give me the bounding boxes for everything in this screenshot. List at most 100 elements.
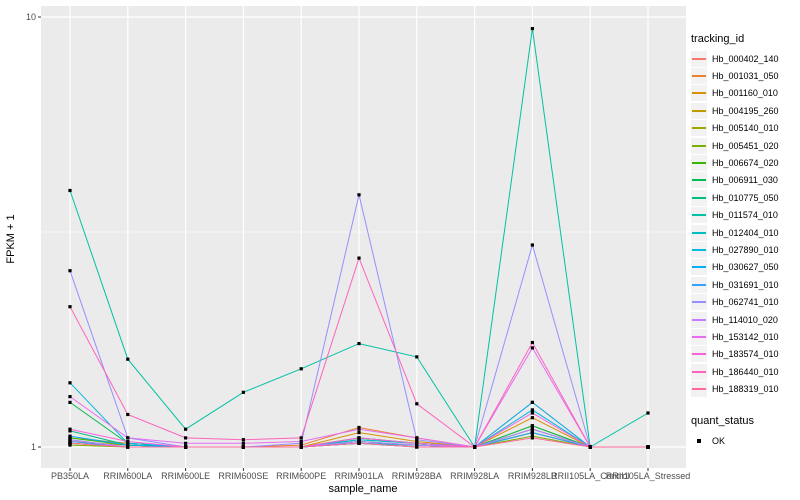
x-tick-label-RRIM600SE: RRIM600SE [218,471,269,481]
data-point [68,441,72,445]
legend-key-color-line [692,370,706,373]
legend-key-color-line [692,127,706,130]
legend-item-label: Hb_027890_010 [712,244,779,255]
legend-key-line-icon [691,155,707,172]
data-point [299,436,303,440]
x-tick-label-RRIM600LE: RRIM600LE [161,471,211,481]
legend-item-Hb_005140_010: Hb_005140_010 [691,120,799,137]
legend-key-line-icon [691,346,707,363]
legend-key-line-icon [691,50,707,67]
data-point [68,400,72,404]
legend-item-quant-OK: OK [691,432,799,449]
series-points [68,27,650,449]
data-point [68,305,72,309]
data-point [357,438,361,442]
legend-key-line-icon [691,276,707,293]
legend-item-Hb_010775_050: Hb_010775_050 [691,189,799,206]
data-point [126,445,130,449]
data-point [530,400,534,404]
data-point [415,439,419,444]
x-tick-label-RRII105LA_Control: RRII105LA_Control [551,471,630,481]
data-point [126,441,130,445]
legend-key-color-line [692,144,706,147]
legend-key-line-icon [691,137,707,154]
legend-item-label: Hb_001160_010 [712,88,778,99]
legend-item-label: Hb_030627_050 [712,262,779,273]
legend-item-Hb_030627_050: Hb_030627_050 [691,259,799,276]
legend-item-Hb_031691_010: Hb_031691_010 [691,276,799,293]
legend-key-line-icon [691,102,707,119]
legend-item-Hb_004195_260: Hb_004195_260 [691,102,799,119]
legend-item-label: Hb_114010_020 [712,314,778,325]
gridlines [41,6,686,468]
legend-key-point-icon [691,433,707,449]
y-tick-label-1: 1 [30,442,36,452]
data-point [299,439,303,444]
data-point [357,193,361,197]
legend-key-line-icon [691,172,707,189]
data-point [299,445,303,449]
data-point [299,443,303,447]
data-point [530,408,534,412]
legend-key-color-line [692,266,706,269]
legend-item-Hb_062741_010: Hb_062741_010 [691,293,799,311]
legend-item-label: Hb_062741_010 [712,297,779,308]
data-point [530,340,534,345]
legend-item-label: Hb_011574_010 [712,210,778,221]
legend-key-line-icon [691,189,707,206]
data-point [415,402,419,406]
data-point [68,438,72,442]
data-point [530,27,534,31]
legend-item-Hb_153142_010: Hb_153142_010 [691,328,799,345]
data-point [184,441,188,445]
legend-item-label: Hb_183574_010 [712,349,779,360]
legend-key-line-icon [691,328,707,345]
y-tick-label-10: 10 [25,12,36,22]
x-tick-label-PB350LA: PB350LA [50,471,90,481]
x-tick-label-RRIM928LB: RRIM928LB [507,471,557,481]
legend-quant-entries: OK [691,432,799,449]
data-point [241,441,245,445]
data-point [415,445,419,449]
legend-key-line-icon [691,224,707,241]
data-point [68,188,72,193]
data-point [68,395,72,399]
data-point [357,256,361,260]
legend-key-line-icon [691,294,707,311]
legend-key-color-line [692,162,706,165]
data-point [68,429,72,433]
data-point [126,412,130,417]
data-point [357,436,361,440]
data-point [415,436,419,440]
legend-key-square-point [697,438,701,443]
data-point [299,367,303,371]
series-points-Hb_188319_010 [68,436,650,449]
data-point [415,443,419,447]
axis-tick-marks [38,16,649,471]
x-tick-label-RRIM901LA: RRIM901LA [334,471,384,481]
data-point [357,427,361,431]
data-point [68,427,72,431]
data-point [530,431,534,435]
data-point [68,436,72,440]
legend-key-line-icon [691,311,707,328]
legend-item-Hb_005451_020: Hb_005451_020 [691,137,799,154]
legend-item-label: Hb_001031_050 [712,71,779,82]
data-point [530,427,534,431]
legend-item-Hb_114010_020: Hb_114010_020 [691,311,799,328]
legend-key-line-icon [691,363,707,380]
data-point [415,441,419,445]
legend-item-Hb_027890_010: Hb_027890_010 [691,241,799,258]
data-point [299,441,303,445]
legend-item-Hb_006674_020: Hb_006674_020 [691,154,799,172]
data-point [126,443,130,447]
legend-key-color-line [692,109,706,112]
legend-key-line-icon [691,85,707,102]
legend-tracking-entries: Hb_000402_140 Hb_001031_050 Hb_001160_010 H… [691,50,799,398]
legend-item-label: Hb_031691_010 [712,279,779,290]
legend-item-label: Hb_000402_140 [712,53,779,64]
data-point [68,434,72,438]
data-point [530,434,534,438]
legend-item-label: OK [712,435,726,446]
